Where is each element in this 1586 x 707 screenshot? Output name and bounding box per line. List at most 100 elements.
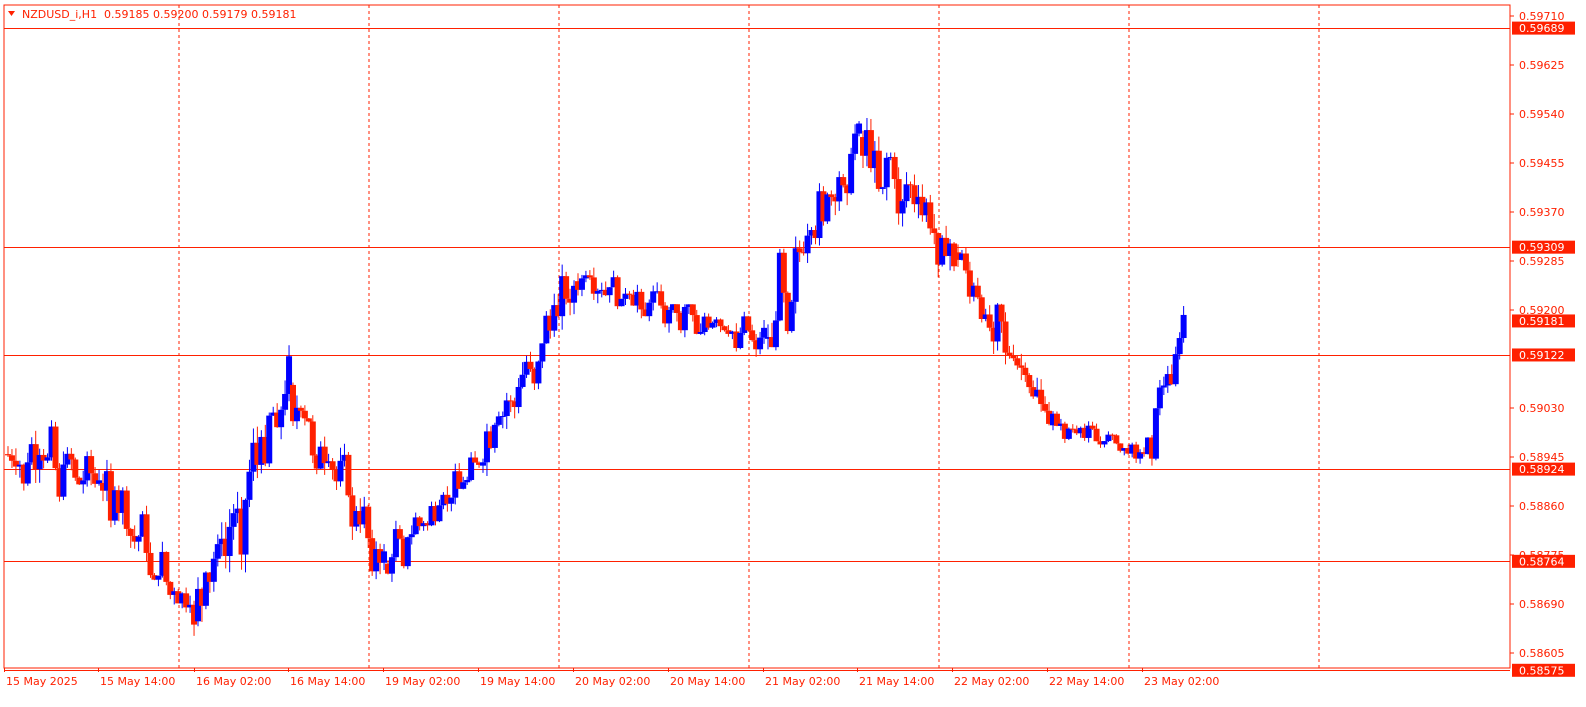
candle-body	[1172, 354, 1179, 385]
candle-body	[622, 293, 629, 299]
candle-body	[677, 312, 684, 331]
candle-body	[757, 337, 764, 350]
level-tag	[1512, 314, 1575, 328]
chart-header: NZDUSD_i,H1 0.59185 0.59200 0.59179 0.59…	[8, 8, 296, 21]
candle-body	[1141, 452, 1148, 454]
candle-body	[1069, 428, 1076, 430]
candle-body	[982, 314, 989, 319]
candle-body	[634, 291, 641, 306]
candle-body	[266, 415, 273, 464]
candle-body	[365, 506, 372, 539]
candle-body	[111, 490, 118, 521]
candle-body	[198, 588, 205, 606]
candle-body	[887, 156, 894, 158]
candle-body	[871, 150, 878, 169]
candle-body	[958, 253, 965, 260]
x-tick-label: 22 May 02:00	[954, 675, 1029, 688]
candle-body	[923, 202, 930, 216]
candle-body	[96, 480, 103, 484]
candle-body	[297, 407, 304, 411]
candle-body	[1081, 427, 1088, 438]
candle-body	[68, 453, 75, 460]
candle-body	[1034, 389, 1041, 397]
candle-body	[666, 310, 673, 324]
candle-body	[772, 320, 779, 348]
candle-body	[951, 243, 958, 267]
candle-body	[685, 304, 692, 307]
candle-body	[986, 314, 993, 328]
candle-body	[630, 294, 637, 306]
candle-body	[721, 326, 728, 331]
candle-body	[737, 332, 744, 348]
candle-body	[804, 235, 811, 254]
candle-body	[856, 123, 863, 134]
candle-body	[927, 202, 934, 229]
candle-body	[1125, 448, 1132, 454]
candle-body	[1022, 367, 1029, 376]
y-tick-label: 0.58690	[1519, 598, 1565, 611]
plot-area	[3, 4, 1511, 669]
candle-body	[381, 551, 388, 563]
horizontal-levels	[4, 28, 1510, 671]
candle-body	[1180, 314, 1187, 339]
candle-body	[48, 426, 55, 458]
level-tag	[1512, 554, 1575, 568]
candle-body	[274, 412, 281, 428]
candle-body	[472, 457, 479, 463]
candle-body	[701, 316, 708, 332]
candle-body	[575, 281, 581, 290]
candle-body	[511, 401, 518, 408]
candle-body	[994, 304, 1001, 342]
y-tick-label: 0.58605	[1519, 647, 1565, 660]
candle-body	[416, 517, 423, 527]
candle-body	[1097, 441, 1104, 445]
candle-body	[1093, 428, 1100, 442]
candle-body	[1089, 425, 1096, 429]
candle-body	[408, 534, 415, 538]
candle-body	[816, 191, 823, 239]
candle-body	[578, 278, 585, 290]
candle-body	[681, 306, 688, 331]
candle-body	[40, 454, 47, 461]
candle-body	[765, 337, 771, 339]
candle-body	[286, 356, 293, 394]
candle-body	[24, 462, 31, 484]
chevron-down-icon[interactable]	[8, 11, 15, 16]
candle-body	[571, 285, 578, 303]
candle-body	[931, 228, 938, 234]
x-tick-label: 23 May 02:00	[1144, 675, 1219, 688]
y-tick-label: 0.59030	[1519, 402, 1565, 415]
candle-body	[1006, 352, 1013, 356]
candle-body	[1002, 321, 1009, 353]
candle-body	[796, 248, 803, 253]
candle-body	[448, 497, 455, 504]
candle-body	[978, 297, 985, 319]
candle-body	[1164, 374, 1171, 386]
candle-body	[270, 412, 277, 416]
candle-body	[107, 471, 114, 521]
candle-body	[103, 471, 110, 491]
candle-body	[60, 464, 67, 497]
candle-body	[1042, 404, 1049, 411]
candle-body	[903, 184, 910, 202]
candle-body	[325, 461, 332, 464]
candle-body	[741, 316, 748, 333]
candle-body	[642, 309, 649, 317]
time-axis: 15 May 2025 15 May 14:00 16 May 02:00 16 Ma…	[4, 668, 1219, 688]
candle-body	[598, 289, 605, 292]
candle-body	[515, 386, 522, 408]
candle-body	[218, 538, 225, 545]
candle-body	[1038, 389, 1045, 405]
candle-body	[179, 593, 186, 604]
candle-body	[20, 464, 27, 484]
candle-body	[709, 322, 716, 328]
candle-body	[305, 418, 312, 422]
level-tag-label: 0.59122	[1519, 349, 1565, 362]
candle-body	[5, 454, 11, 456]
candle-body	[127, 528, 134, 536]
candle-body	[998, 304, 1005, 322]
candle-body	[349, 495, 356, 527]
candle-body	[369, 538, 376, 572]
